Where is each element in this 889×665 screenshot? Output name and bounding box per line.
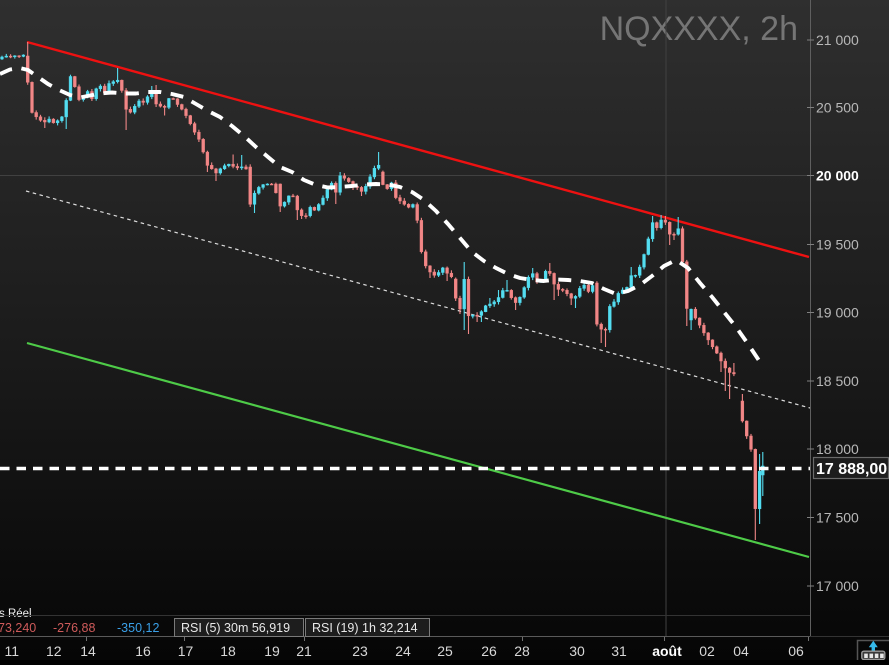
svg-text:18 500: 18 500	[816, 373, 859, 389]
svg-text:août: août	[652, 643, 682, 659]
svg-text:12: 12	[46, 643, 62, 659]
svg-text:28: 28	[514, 643, 530, 659]
svg-text:20 000: 20 000	[816, 168, 859, 184]
svg-text:18: 18	[220, 643, 236, 659]
svg-text:11: 11	[4, 643, 19, 659]
svg-text:24: 24	[395, 643, 411, 659]
svg-text:23: 23	[352, 643, 368, 659]
svg-text:s Réel: s Réel	[0, 608, 32, 620]
svg-text:73,240: 73,240	[0, 621, 36, 635]
svg-text:21: 21	[296, 643, 312, 659]
svg-text:19 000: 19 000	[816, 305, 859, 321]
svg-text:19 500: 19 500	[816, 237, 859, 253]
svg-text:17 000: 17 000	[816, 578, 859, 594]
svg-text:26: 26	[481, 643, 497, 659]
svg-text:17: 17	[178, 643, 194, 659]
svg-text:30: 30	[569, 643, 585, 659]
svg-text:19: 19	[264, 643, 280, 659]
svg-text:18 000: 18 000	[816, 441, 859, 457]
svg-text:14: 14	[80, 643, 96, 659]
svg-text:21 000: 21 000	[816, 32, 859, 48]
svg-text:16: 16	[135, 643, 151, 659]
svg-text:02: 02	[699, 643, 715, 659]
svg-text:RSI (5) 30m 56,919: RSI (5) 30m 56,919	[181, 621, 290, 635]
svg-text:-350,12: -350,12	[117, 621, 159, 635]
svg-text:25: 25	[437, 643, 453, 659]
svg-text:-276,88: -276,88	[53, 621, 95, 635]
svg-text:06: 06	[788, 643, 804, 659]
svg-text:17 500: 17 500	[816, 510, 859, 526]
svg-text:31: 31	[611, 643, 627, 659]
svg-text:17 888,00: 17 888,00	[816, 461, 887, 478]
svg-text:NQXXXX, 2h: NQXXXX, 2h	[600, 10, 798, 48]
svg-text:20 500: 20 500	[816, 100, 859, 116]
svg-text:04: 04	[733, 643, 749, 659]
svg-text:RSI (19) 1h 32,214: RSI (19) 1h 32,214	[312, 621, 418, 635]
